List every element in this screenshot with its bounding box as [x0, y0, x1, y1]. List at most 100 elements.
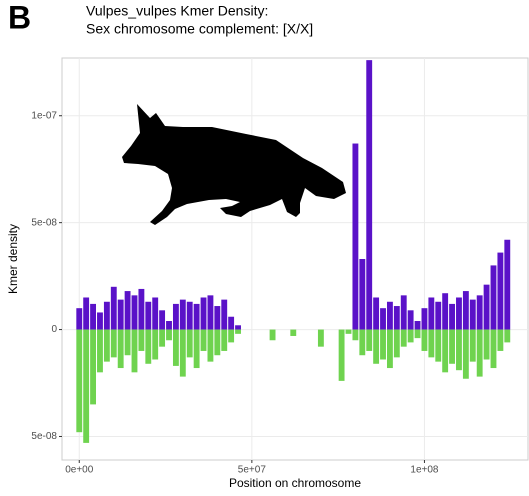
- bar: [484, 285, 490, 330]
- x-tick-label: 5e+07: [238, 465, 267, 476]
- bar: [97, 312, 103, 329]
- bar: [435, 302, 441, 330]
- bar: [422, 308, 428, 329]
- bar: [159, 310, 165, 329]
- bar: [442, 293, 448, 329]
- bar: [408, 310, 414, 329]
- bar: [97, 330, 103, 373]
- bar: [352, 144, 358, 330]
- bar: [111, 287, 117, 330]
- bar: [173, 330, 179, 366]
- bar: [125, 291, 131, 329]
- y-tick-label: 5e-08: [31, 431, 57, 442]
- bar: [187, 330, 193, 358]
- bar: [504, 330, 510, 343]
- bar: [415, 330, 421, 339]
- bar: [366, 330, 372, 351]
- bar: [477, 295, 483, 329]
- bar: [228, 317, 234, 330]
- bar: [138, 330, 144, 351]
- bar: [380, 330, 386, 360]
- bar: [201, 330, 207, 351]
- bar: [104, 302, 110, 330]
- bar: [214, 306, 220, 330]
- bar: [138, 289, 144, 330]
- x-axis-title: Position on chromosome: [229, 476, 361, 490]
- chart-title: Vulpes_vulpes Kmer Density:: [86, 3, 268, 19]
- bar: [477, 330, 483, 377]
- bar: [394, 306, 400, 330]
- bar: [83, 330, 89, 443]
- bar: [346, 330, 352, 334]
- bar: [201, 297, 207, 329]
- bar: [394, 330, 400, 358]
- bar: [132, 295, 138, 329]
- bar: [221, 330, 227, 351]
- bar: [187, 302, 193, 330]
- bar: [111, 330, 117, 358]
- bar: [442, 330, 448, 373]
- bar: [221, 300, 227, 330]
- bar: [380, 308, 386, 329]
- bar: [456, 297, 462, 329]
- chart-subtitle: Sex chromosome complement: [X/X]: [86, 21, 313, 37]
- bar: [228, 330, 234, 343]
- x-tick-label: 0e+00: [65, 465, 94, 476]
- bar: [504, 240, 510, 330]
- bar: [484, 330, 490, 360]
- bar: [270, 330, 276, 341]
- bar: [90, 330, 96, 405]
- bar: [235, 325, 241, 329]
- bar: [470, 330, 476, 362]
- bar: [152, 297, 158, 329]
- bar: [491, 330, 497, 368]
- bar: [373, 297, 379, 329]
- bar: [318, 330, 324, 347]
- y-tick-label: 1e-07: [31, 110, 57, 121]
- bar: [118, 330, 124, 368]
- bar: [194, 304, 200, 330]
- bar: [422, 330, 428, 351]
- chart: B Vulpes_vulpes Kmer Density: Sex chromo…: [0, 0, 529, 496]
- bar: [214, 330, 220, 356]
- bar: [118, 300, 124, 330]
- bar: [290, 330, 296, 336]
- bar: [132, 330, 138, 373]
- bar: [166, 321, 172, 330]
- page: {"chart_data": {"type": "bar", "panel_la…: [0, 0, 529, 496]
- bar: [207, 295, 213, 329]
- bar: [207, 330, 213, 362]
- bar: [339, 330, 345, 381]
- bar: [497, 253, 503, 330]
- bar: [180, 330, 186, 377]
- bar: [76, 308, 82, 329]
- bar: [173, 304, 179, 330]
- bar: [235, 330, 241, 334]
- bar: [104, 330, 110, 362]
- bar: [415, 321, 421, 330]
- bar: [145, 302, 151, 330]
- bar: [359, 330, 365, 356]
- bar: [125, 330, 131, 356]
- bar: [463, 291, 469, 329]
- bar: [449, 330, 455, 364]
- bar: [463, 330, 469, 379]
- bar: [401, 330, 407, 347]
- bar: [145, 330, 151, 364]
- bar: [352, 330, 358, 341]
- bar: [428, 330, 434, 358]
- y-tick-label: 0: [51, 324, 57, 335]
- bar: [166, 330, 172, 341]
- y-axis-title: Kmer density: [6, 224, 20, 294]
- y-tick-label: 5e-08: [31, 217, 57, 228]
- bar: [76, 330, 82, 433]
- x-tick-label: 1e+08: [410, 465, 439, 476]
- bar: [159, 330, 165, 347]
- panel: [62, 58, 528, 460]
- bar: [497, 330, 503, 351]
- bar: [387, 330, 393, 368]
- bar: [470, 300, 476, 330]
- bar: [435, 330, 441, 362]
- bar: [401, 295, 407, 329]
- bar: [359, 259, 365, 330]
